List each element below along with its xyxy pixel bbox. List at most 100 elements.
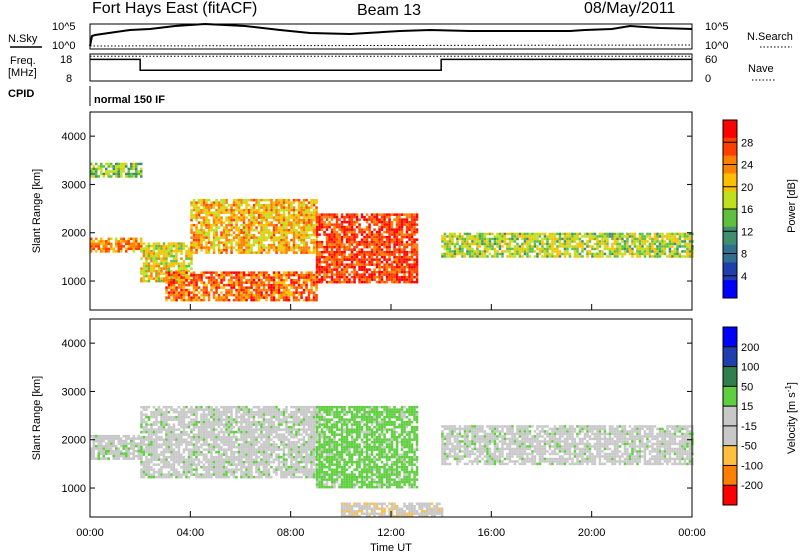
heatmap-cell bbox=[335, 253, 339, 256]
heatmap-cell bbox=[145, 448, 148, 451]
heatmap-cell bbox=[581, 255, 584, 258]
heatmap-cell bbox=[405, 223, 409, 226]
heatmap-cell bbox=[117, 242, 120, 246]
heatmap-cell bbox=[561, 232, 564, 236]
heatmap-cell bbox=[441, 240, 444, 243]
heatmap-cell bbox=[270, 231, 273, 234]
heatmap-cell bbox=[185, 257, 188, 260]
heatmap-cell bbox=[591, 232, 594, 236]
heatmap-cell bbox=[267, 231, 271, 234]
heatmap-cell bbox=[245, 458, 248, 461]
heatmap-cell bbox=[290, 246, 293, 249]
heatmap-cell bbox=[290, 283, 293, 287]
heatmap-cell bbox=[155, 254, 158, 258]
heatmap-cell bbox=[235, 293, 238, 297]
heatmap-cell bbox=[207, 296, 211, 299]
heatmap-cell bbox=[130, 175, 133, 178]
heatmap-cell bbox=[222, 246, 226, 249]
heatmap-cell bbox=[202, 435, 206, 439]
heatmap-cell bbox=[393, 233, 396, 236]
colorbar-swatch bbox=[723, 262, 737, 281]
heatmap-cell bbox=[360, 243, 364, 246]
heatmap-cell bbox=[365, 263, 369, 266]
heatmap-cell bbox=[343, 263, 346, 266]
heatmap-cell bbox=[282, 218, 286, 222]
heatmap-cell bbox=[147, 458, 151, 461]
heatmap-cell bbox=[212, 465, 216, 469]
heatmap-cell bbox=[378, 233, 381, 236]
heatmap-cell bbox=[145, 438, 148, 441]
heatmap-cell bbox=[613, 232, 617, 236]
heatmap-cell bbox=[270, 221, 273, 224]
heatmap-cell bbox=[252, 233, 256, 237]
heatmap-cell bbox=[147, 438, 151, 441]
heatmap-cell bbox=[165, 298, 168, 302]
heatmap-cell bbox=[503, 232, 507, 236]
heatmap-cell bbox=[290, 226, 293, 229]
heatmap-cell bbox=[210, 223, 213, 227]
heatmap-cell bbox=[100, 170, 103, 173]
heatmap-cell bbox=[323, 220, 326, 224]
heatmap-cell bbox=[390, 275, 394, 279]
heatmap-cell bbox=[177, 271, 181, 274]
heatmap-cell bbox=[666, 237, 669, 241]
heatmap-cell bbox=[205, 430, 208, 434]
heatmap-cell bbox=[180, 455, 183, 459]
heatmap-cell bbox=[280, 296, 283, 299]
heatmap-cell bbox=[626, 240, 629, 243]
heatmap-cell bbox=[593, 252, 597, 256]
heatmap-cell bbox=[222, 435, 226, 439]
heatmap-cell bbox=[400, 240, 404, 244]
heatmap-cell bbox=[217, 443, 221, 446]
heatmap-cell bbox=[478, 240, 482, 243]
heatmap-cell bbox=[182, 405, 186, 409]
heatmap-cell bbox=[230, 448, 233, 451]
heatmap-cell bbox=[190, 291, 193, 294]
heatmap-cell bbox=[230, 233, 233, 237]
heatmap-cell bbox=[250, 430, 253, 434]
heatmap-cell bbox=[165, 244, 168, 248]
heatmap-cell bbox=[167, 244, 171, 248]
heatmap-cell bbox=[671, 240, 674, 243]
heatmap-cell bbox=[573, 240, 577, 243]
heatmap-cell bbox=[255, 201, 258, 204]
heatmap-cell bbox=[190, 465, 193, 469]
heatmap-cell bbox=[315, 280, 319, 284]
heatmap-cell bbox=[267, 248, 271, 252]
heatmap-cell bbox=[165, 460, 168, 464]
heatmap-cell bbox=[415, 238, 419, 241]
heatmap-cell bbox=[383, 263, 386, 266]
heatmap-cell bbox=[307, 271, 311, 274]
heatmap-cell bbox=[112, 250, 115, 253]
heatmap-cell bbox=[240, 453, 243, 456]
heatmap-cell bbox=[195, 425, 198, 429]
heatmap-cell bbox=[150, 413, 153, 416]
heatmap-cell bbox=[175, 276, 178, 279]
heatmap-cell bbox=[137, 442, 140, 445]
heatmap-cell bbox=[247, 246, 251, 249]
heatmap-cell bbox=[145, 423, 148, 426]
heatmap-cell bbox=[122, 442, 125, 445]
heatmap-cell bbox=[187, 455, 191, 459]
heatmap-cell bbox=[152, 453, 156, 456]
heatmap-cell bbox=[180, 269, 183, 273]
heatmap-cell bbox=[568, 232, 572, 236]
heatmap-cell bbox=[167, 423, 171, 426]
heatmap-cell bbox=[458, 237, 462, 241]
heatmap-cell bbox=[345, 238, 349, 241]
heatmap-cell bbox=[237, 206, 241, 209]
heatmap-cell bbox=[127, 175, 130, 178]
heatmap-cell bbox=[147, 279, 151, 283]
heatmap-cell bbox=[210, 445, 213, 449]
heatmap-cell bbox=[297, 218, 301, 222]
heatmap-cell bbox=[446, 252, 449, 256]
heatmap-cell bbox=[626, 250, 629, 253]
heatmap-cell bbox=[187, 283, 191, 287]
heatmap-cell bbox=[661, 242, 664, 246]
heatmap-cell bbox=[152, 443, 156, 446]
heatmap-cell bbox=[150, 249, 153, 253]
heatmap-cell bbox=[255, 273, 258, 277]
heatmap-cell bbox=[175, 470, 178, 474]
heatmap-cell bbox=[323, 250, 326, 254]
heatmap-cell bbox=[297, 201, 301, 204]
